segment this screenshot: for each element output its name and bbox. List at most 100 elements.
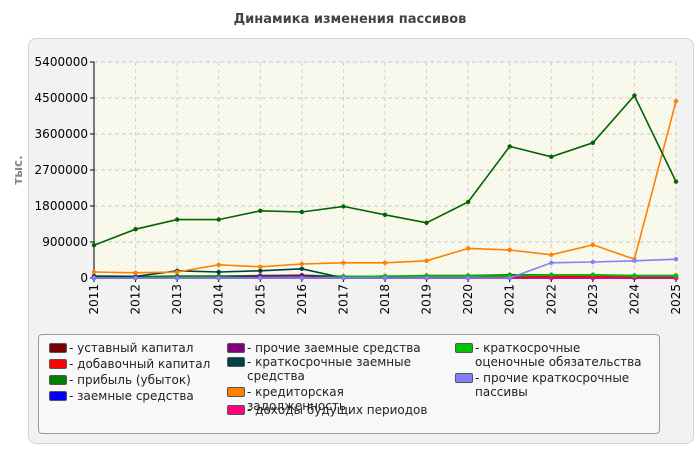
data-point (673, 179, 679, 184)
legend-item: - краткосрочные заемные средства (227, 355, 427, 385)
data-point (632, 258, 637, 263)
data-point (174, 275, 180, 281)
legend-swatch (227, 405, 245, 415)
data-point (507, 144, 512, 149)
legend-label: - заемные средства (69, 389, 194, 403)
data-point (590, 272, 596, 277)
y-axis-label: тыс. (11, 155, 25, 184)
x-tick-label: 2023 (586, 284, 600, 315)
legend: - уставный капитал - добавочный капитал - … (38, 334, 660, 434)
y-tick-label: 4500000 (35, 91, 88, 105)
legend-item: - уставный капитал (49, 341, 219, 371)
x-tick-label: 2015 (253, 284, 267, 315)
data-point (507, 247, 512, 253)
legend-swatch (227, 387, 245, 397)
legend-swatch (455, 373, 473, 383)
data-point (91, 275, 97, 281)
data-point (590, 140, 596, 145)
data-point (382, 275, 388, 281)
legend-label: - добавочный капитал (69, 357, 211, 371)
x-tick-label: 2017 (336, 284, 350, 315)
data-point (590, 242, 596, 247)
data-point (549, 252, 554, 257)
legend-label: - прочие краткосрочные пассивы (475, 371, 630, 399)
legend-swatch (49, 343, 67, 353)
data-point (216, 269, 221, 275)
data-point (341, 275, 346, 281)
data-point (549, 154, 554, 159)
data-point (382, 212, 388, 217)
legend-label: - краткосрочные оценочные обязательства (475, 341, 642, 369)
legend-item: - прибыль (убыток) (49, 373, 219, 403)
legend-label: - доходы будущих периодов (247, 403, 428, 417)
legend-swatch (49, 359, 67, 369)
legend-swatch (49, 375, 67, 385)
data-point (91, 243, 97, 248)
legend-item: - добавочный капитал (49, 357, 219, 387)
data-point (673, 99, 679, 104)
legend-swatch (227, 343, 245, 353)
data-point (299, 261, 305, 267)
y-tick-label: 1800000 (35, 199, 88, 213)
data-point (590, 259, 596, 265)
data-point (91, 269, 97, 275)
data-point (258, 275, 263, 281)
chart-title: Динамика изменения пассивов (233, 12, 467, 27)
legend-label: - краткосрочные заемные средства (247, 355, 411, 383)
data-point (341, 204, 346, 209)
legend-label: - кредиторская задолженность (247, 385, 346, 413)
y-tick-label: 0 (80, 271, 88, 285)
x-tick-label: 2021 (503, 284, 517, 315)
data-point (299, 275, 305, 281)
y-tick-label: 5400000 (35, 55, 88, 69)
data-point (216, 262, 221, 267)
data-point (507, 275, 512, 281)
legend-item: - доходы будущих периодов (227, 403, 447, 433)
data-point (133, 270, 138, 275)
legend-label: - прочие заемные средства (247, 341, 421, 355)
legend-swatch (49, 391, 67, 401)
data-point (465, 246, 471, 251)
legend-item: - краткосрочные оценочные обязательства (455, 341, 655, 371)
data-point (299, 209, 305, 215)
data-point (424, 258, 429, 263)
x-tick-label: 2014 (212, 284, 226, 315)
legend-swatch (455, 343, 473, 353)
x-tick-label: 2011 (87, 284, 101, 315)
data-point (382, 260, 388, 265)
data-point (590, 275, 596, 281)
data-point (465, 275, 471, 281)
legend-item: - прочие краткосрочные пассивы (455, 371, 655, 401)
data-point (465, 199, 471, 205)
data-point (549, 272, 554, 277)
data-point (549, 275, 554, 281)
x-tick-label: 2020 (461, 284, 475, 315)
data-point (673, 273, 679, 279)
data-point (174, 269, 180, 275)
legend-label: - уставный капитал (69, 341, 194, 355)
legend-item: - прочие заемные средства (227, 341, 447, 371)
data-point (424, 275, 429, 281)
data-point (258, 264, 263, 269)
data-point (216, 217, 221, 222)
data-point (341, 260, 346, 265)
data-point (258, 268, 263, 273)
x-tick-label: 2012 (129, 284, 143, 315)
y-tick-label: 2700000 (35, 163, 88, 177)
x-tick-label: 2024 (627, 284, 641, 315)
legend-item: - заемные средства (49, 389, 219, 419)
data-point (549, 260, 554, 265)
data-point (299, 266, 305, 271)
x-tick-label: 2019 (420, 284, 434, 315)
data-point (424, 220, 429, 225)
data-point (673, 257, 679, 262)
data-point (174, 217, 180, 222)
x-tick-label: 2022 (544, 284, 558, 315)
y-tick-label: 3600000 (35, 127, 88, 141)
x-tick-label: 2025 (669, 284, 683, 315)
data-point (216, 275, 221, 281)
legend-label: - прибыль (убыток) (69, 373, 191, 387)
data-point (632, 273, 637, 279)
data-point (133, 227, 138, 232)
x-tick-label: 2018 (378, 284, 392, 315)
